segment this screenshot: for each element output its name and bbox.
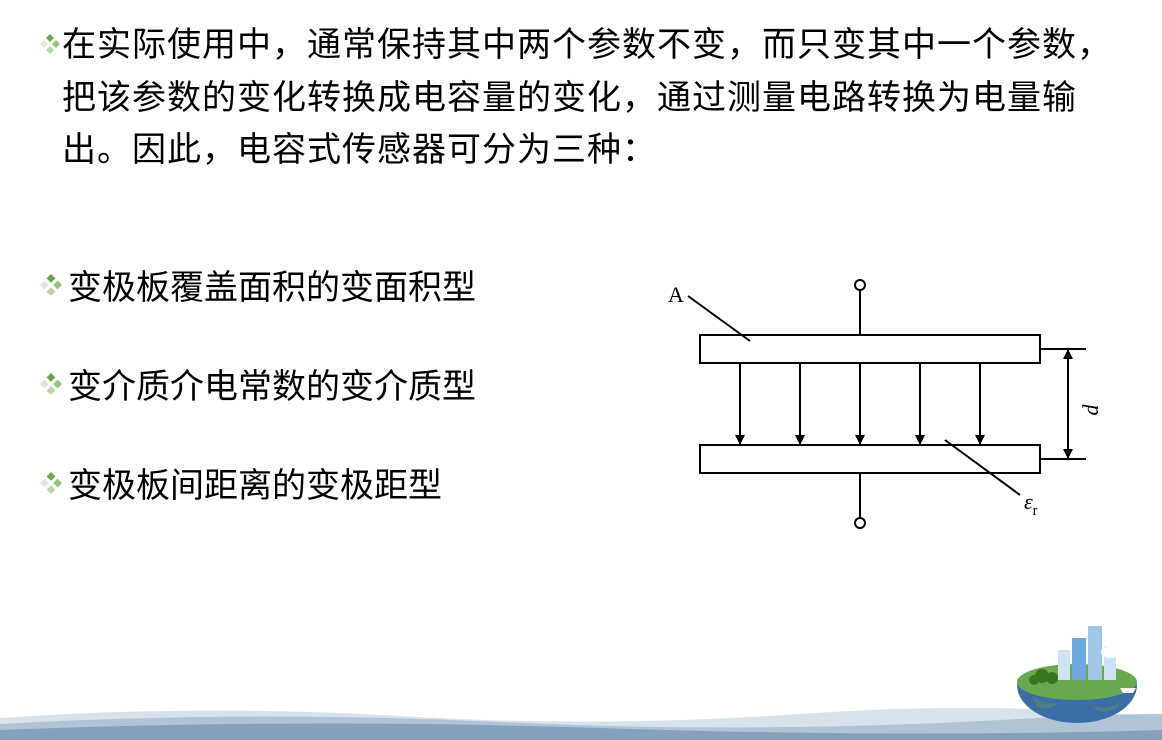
content-area: 在实际使用中，通常保持其中两个参数不变，而只变其中一个参数，把该参数的变化转换成… [40,20,1122,178]
globe-decoration [1002,610,1152,730]
diamond-icon [40,274,62,296]
main-paragraph-row: 在实际使用中，通常保持其中两个参数不变，而只变其中一个参数，把该参数的变化转换成… [40,20,1122,178]
slide: 在实际使用中，通常保持其中两个参数不变，而只变其中一个参数，把该参数的变化转换成… [0,0,1162,740]
bullet-item-1: 变极板覆盖面积的变面积型 [40,260,600,309]
svg-text:εr: εr [1024,489,1038,519]
bullet-list: 变极板覆盖面积的变面积型 变介质介电常数的变介质型 变极板间距离的变极距型 [40,260,600,557]
diamond-icon [40,373,62,395]
bullet-item-2: 变介质介电常数的变介质型 [40,359,600,408]
bullet-text: 变介质介电常数的变介质型 [68,359,476,408]
diamond-icon [40,34,60,54]
capacitor-diagram: d Aεr [640,245,1120,565]
diamond-icon [40,472,62,494]
bullet-text: 变极板覆盖面积的变面积型 [68,260,476,309]
footer-wave [0,700,1162,740]
bullet-item-3: 变极板间距离的变极距型 [40,458,600,507]
svg-text:d: d [1078,404,1103,416]
bullet-text: 变极板间距离的变极距型 [68,458,442,507]
main-paragraph: 在实际使用中，通常保持其中两个参数不变，而只变其中一个参数，把该参数的变化转换成… [62,20,1122,178]
svg-text:A: A [668,282,684,307]
